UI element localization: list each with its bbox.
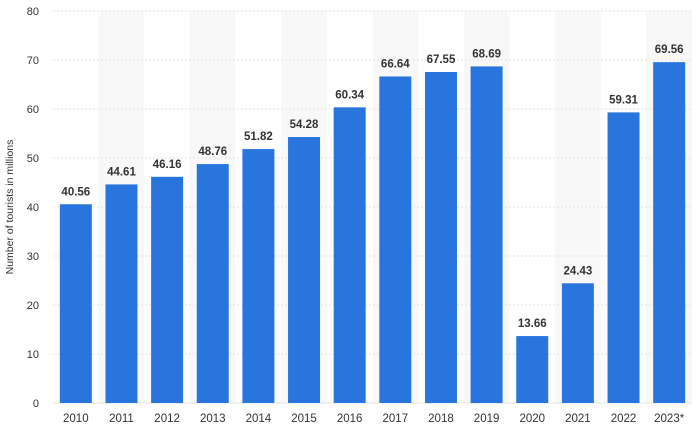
x-tick-label: 2020 bbox=[519, 413, 545, 425]
x-tick-label: 2022 bbox=[611, 413, 637, 425]
x-tick-label: 2013 bbox=[200, 413, 226, 425]
bar-2017 bbox=[379, 76, 412, 404]
x-tick-label: 2019 bbox=[474, 413, 500, 425]
x-tick-label: 2016 bbox=[337, 413, 363, 425]
data-label: 44.61 bbox=[107, 166, 136, 178]
x-tick-label: 2011 bbox=[109, 413, 134, 425]
x-tick-label: 2010 bbox=[63, 413, 89, 425]
data-label: 59.31 bbox=[609, 94, 638, 106]
y-tick-label: 10 bbox=[27, 349, 39, 361]
bar-2023* bbox=[653, 62, 686, 403]
y-tick-label: 20 bbox=[27, 300, 39, 312]
x-tick-label: 2017 bbox=[383, 413, 409, 425]
data-labels: 40.56 44.61 46.16 48.76 51.82 54.28 60.34 66.64… bbox=[61, 44, 683, 330]
bars bbox=[59, 62, 686, 404]
bar-2012 bbox=[151, 176, 184, 403]
data-label: 68.69 bbox=[472, 48, 501, 60]
y-tick-label: 30 bbox=[27, 251, 39, 263]
data-label: 48.76 bbox=[198, 146, 227, 158]
data-label: 24.43 bbox=[564, 265, 593, 277]
data-label: 67.55 bbox=[427, 54, 456, 66]
x-axis-ticks: 2010 2011 2012 2013 2014 2015 2016 2017 2018 2019… bbox=[63, 413, 685, 425]
x-tick-label: 2014 bbox=[246, 413, 272, 425]
data-label: 51.82 bbox=[244, 131, 273, 143]
bar-2020 bbox=[516, 336, 549, 403]
y-tick-label: 40 bbox=[27, 202, 39, 214]
x-tick-label: 2023* bbox=[654, 413, 685, 425]
bar-2013 bbox=[196, 164, 229, 403]
y-axis-title: Number of tourists in millions bbox=[4, 140, 16, 275]
data-label: 46.16 bbox=[153, 159, 182, 171]
bar-2010 bbox=[59, 204, 92, 403]
data-label: 69.56 bbox=[655, 44, 684, 56]
bar-2016 bbox=[333, 107, 366, 404]
y-tick-label: 60 bbox=[27, 104, 39, 116]
bar-2018 bbox=[424, 72, 457, 403]
x-tick-label: 2018 bbox=[428, 413, 454, 425]
data-label: 60.34 bbox=[335, 89, 364, 101]
data-label: 40.56 bbox=[61, 186, 90, 198]
x-tick-label: 2015 bbox=[291, 413, 317, 425]
x-tick-label: 2021 bbox=[565, 413, 591, 425]
y-tick-label: 80 bbox=[27, 6, 39, 18]
bar-2022 bbox=[607, 112, 640, 404]
bar-2021 bbox=[561, 283, 594, 403]
y-tick-label: 50 bbox=[27, 153, 39, 165]
bar-2015 bbox=[288, 137, 321, 403]
bar-2014 bbox=[242, 149, 275, 403]
y-tick-label: 0 bbox=[33, 398, 39, 410]
y-axis-ticks: 0 10 20 30 40 50 60 70 80 bbox=[27, 6, 39, 410]
x-tick-label: 2012 bbox=[154, 413, 180, 425]
data-label: 13.66 bbox=[518, 318, 547, 330]
data-label: 54.28 bbox=[290, 119, 319, 131]
y-tick-label: 70 bbox=[27, 55, 39, 67]
bar-2011 bbox=[105, 184, 138, 403]
bar-2019 bbox=[470, 66, 503, 403]
data-label: 66.64 bbox=[381, 58, 410, 70]
